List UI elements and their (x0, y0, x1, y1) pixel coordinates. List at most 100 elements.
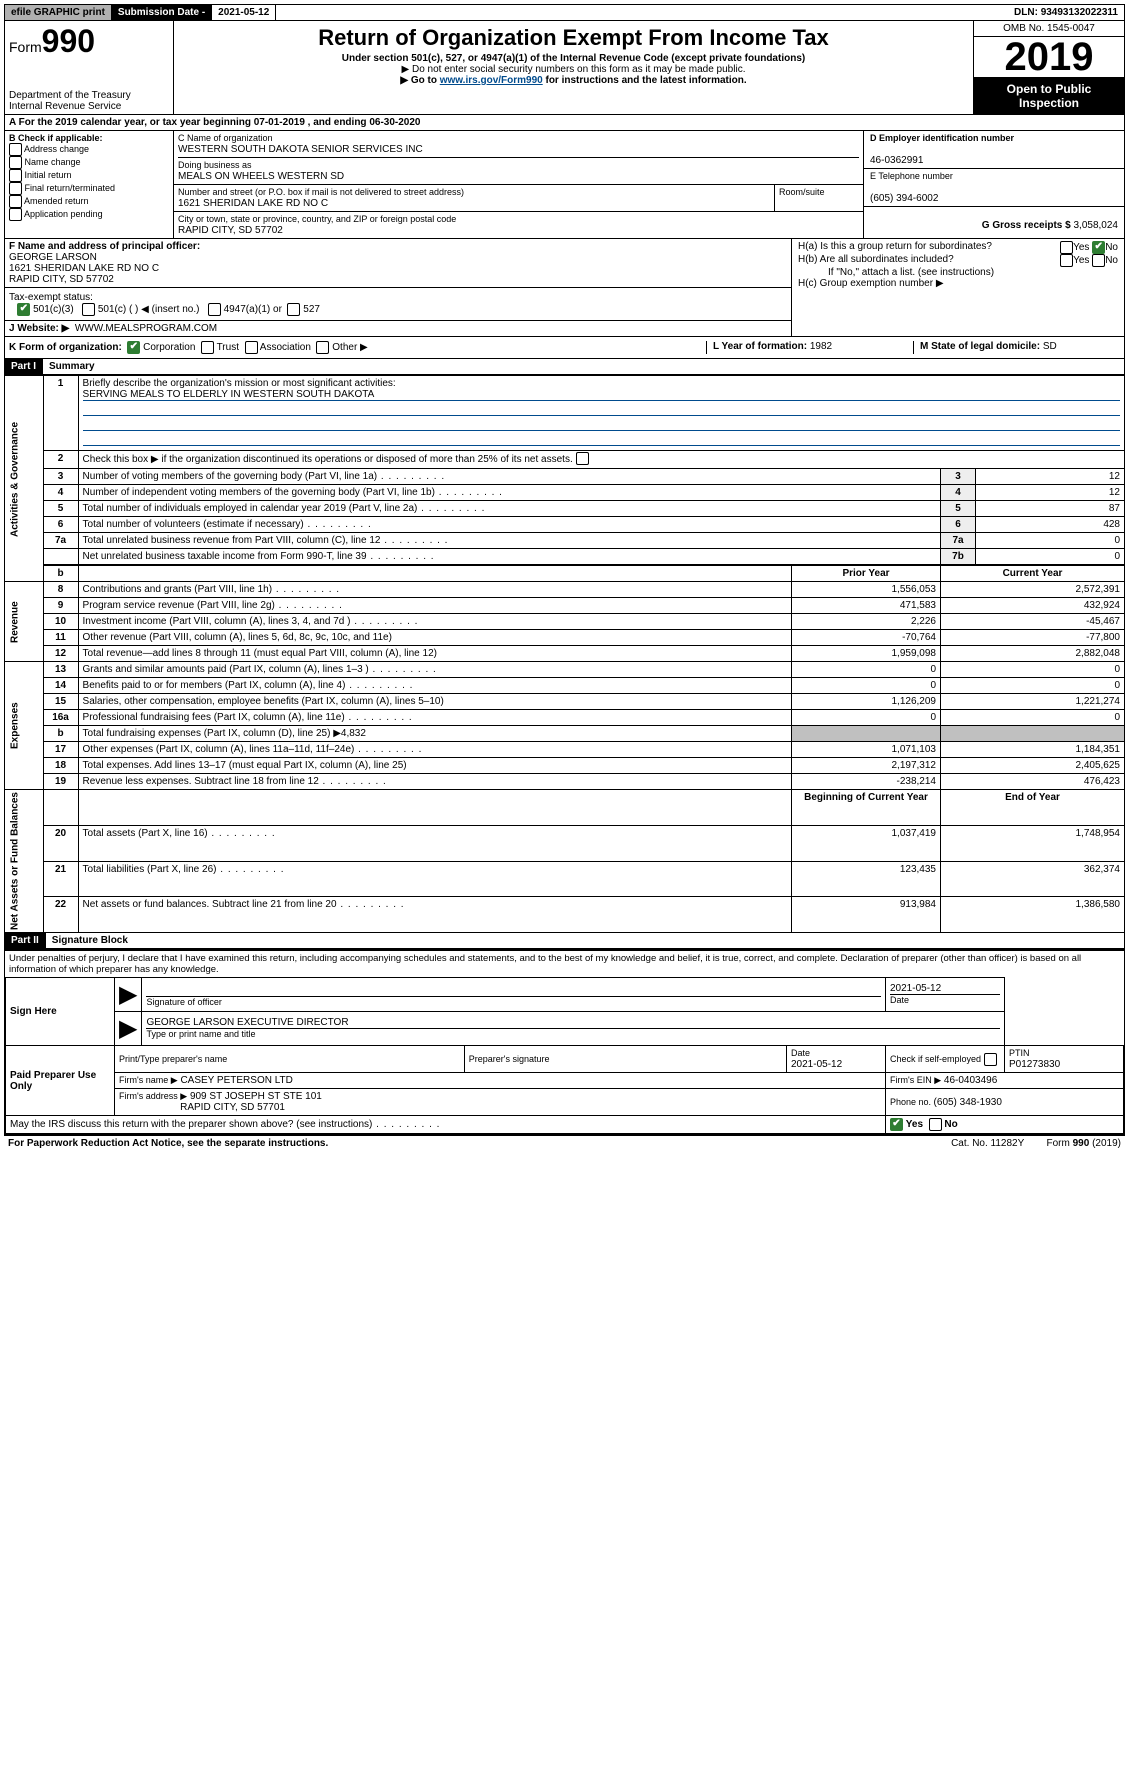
officer-city: RAPID CITY, SD 57702 (9, 274, 114, 285)
state-domicile: SD (1043, 341, 1057, 352)
f-h-block: F Name and address of principal officer:… (4, 239, 1125, 337)
officer-street: 1621 SHERIDAN LAKE RD NO C (9, 263, 159, 274)
part1-header: Part I Summary (4, 359, 1125, 375)
cb-corp[interactable] (127, 341, 140, 354)
mission-text: SERVING MEALS TO ELDERLY IN WESTERN SOUT… (83, 389, 1120, 401)
sign-here-label: Sign Here (6, 978, 115, 1046)
submission-date-label: Submission Date - (112, 5, 212, 20)
row-7a: 7aTotal unrelated business revenue from … (5, 533, 1125, 549)
irs-link[interactable]: www.irs.gov/Form990 (440, 75, 543, 86)
cb-hb-yes[interactable] (1060, 254, 1073, 267)
ein-value: 46-0362991 (870, 155, 923, 166)
org-name: WESTERN SOUTH DAKOTA SENIOR SERVICES INC (178, 144, 423, 155)
cb-hb-no[interactable] (1092, 254, 1105, 267)
side-revenue: Revenue (5, 582, 44, 662)
row-4: 4Number of independent voting members of… (5, 485, 1125, 501)
top-bar: efile GRAPHIC print Submission Date - 20… (4, 4, 1125, 21)
dln: DLN: 93493132022311 (1008, 5, 1124, 20)
efile-label[interactable]: efile GRAPHIC print (5, 5, 112, 20)
footer: For Paperwork Reduction Act Notice, see … (4, 1135, 1125, 1151)
side-net: Net Assets or Fund Balances (5, 790, 44, 933)
row-5: 5Total number of individuals employed in… (5, 501, 1125, 517)
ptin: P01273830 (1009, 1059, 1060, 1070)
col-b-checkboxes: B Check if applicable: Address change Na… (5, 131, 174, 238)
tax-status-label: Tax-exempt status: (9, 292, 93, 303)
city-label: City or town, state or province, country… (178, 214, 456, 224)
officer-name: GEORGE LARSON (9, 252, 97, 263)
firm-name: CASEY PETERSON LTD (180, 1075, 292, 1086)
sig-date: 2021-05-12 (890, 983, 1000, 995)
cb-discuss-yes[interactable] (890, 1118, 903, 1131)
goto-line: ▶ Go to www.irs.gov/Form990 for instruct… (180, 75, 967, 86)
firm-ein: 46-0403496 (944, 1075, 997, 1086)
entity-block: B Check if applicable: Address change Na… (4, 131, 1125, 239)
firm-phone: (605) 348-1930 (934, 1097, 1002, 1108)
phone-value: (605) 394-6002 (870, 193, 938, 204)
cb-application-pending[interactable] (9, 208, 22, 221)
q1: Briefly describe the organization's miss… (83, 378, 396, 389)
officer-printed: GEORGE LARSON EXECUTIVE DIRECTOR (146, 1017, 348, 1028)
footer-left: For Paperwork Reduction Act Notice, see … (8, 1138, 328, 1149)
street-value: 1621 SHERIDAN LAKE RD NO C (178, 198, 328, 209)
line-a-tax-year: A For the 2019 calendar year, or tax yea… (4, 115, 1125, 131)
cb-amended[interactable] (9, 195, 22, 208)
ein-label: D Employer identification number (870, 133, 1014, 143)
cb-4947[interactable] (208, 303, 221, 316)
footer-form: Form 990 (2019) (1047, 1138, 1121, 1149)
row-6: 6Total number of volunteers (estimate if… (5, 517, 1125, 533)
cb-discuss-no[interactable] (929, 1118, 942, 1131)
form-title: Return of Organization Exempt From Incom… (180, 25, 967, 51)
cb-trust[interactable] (201, 341, 214, 354)
cb-self-employed[interactable] (984, 1053, 997, 1066)
open-inspection: Open to Public Inspection (974, 78, 1124, 114)
cb-assoc[interactable] (245, 341, 258, 354)
f-label: F Name and address of principal officer: (9, 241, 200, 252)
submission-date-value: 2021-05-12 (212, 5, 276, 20)
firm-addr1: 909 ST JOSEPH ST STE 101 (190, 1091, 322, 1102)
cb-final-return[interactable] (9, 182, 22, 195)
form-subtitle: Under section 501(c), 527, or 4947(a)(1)… (180, 53, 967, 64)
dba-value: MEALS ON WHEELS WESTERN SD (178, 171, 344, 182)
part1-table: Activities & Governance 1 Briefly descri… (4, 375, 1125, 933)
paid-preparer-label: Paid Preparer Use Only (6, 1046, 115, 1116)
cb-discontinued[interactable] (576, 452, 589, 465)
street-label: Number and street (or P.O. box if mail i… (178, 187, 464, 197)
year-formation: 1982 (810, 341, 832, 352)
dba-label: Doing business as (178, 160, 252, 170)
h-note: If "No," attach a list. (see instruction… (798, 267, 1118, 278)
cb-ha-yes[interactable] (1060, 241, 1073, 254)
room-label: Room/suite (779, 187, 825, 197)
form-header: Form990 Department of the Treasury Inter… (4, 21, 1125, 115)
form-number: Form990 (9, 23, 169, 60)
website-value: WWW.MEALSPROGRAM.COM (75, 323, 217, 334)
side-expenses: Expenses (5, 662, 44, 790)
k-row: K Form of organization: Corporation Trus… (4, 337, 1125, 359)
cb-501c3[interactable] (17, 303, 30, 316)
ssn-warning: ▶ Do not enter social security numbers o… (180, 64, 967, 75)
city-value: RAPID CITY, SD 57702 (178, 225, 283, 236)
perjury-text: Under penalties of perjury, I declare th… (5, 951, 1124, 977)
row-3: 3Number of voting members of the governi… (5, 469, 1125, 485)
cb-501c[interactable] (82, 303, 95, 316)
cb-initial-return[interactable] (9, 169, 22, 182)
label-c-name: C Name of organization (178, 133, 273, 143)
hb-label: H(b) Are all subordinates included? (798, 254, 954, 267)
cb-other[interactable] (316, 341, 329, 354)
firm-addr2: RAPID CITY, SD 57701 (180, 1102, 285, 1113)
cb-address-change[interactable] (9, 143, 22, 156)
cb-name-change[interactable] (9, 156, 22, 169)
cb-ha-no[interactable] (1092, 241, 1105, 254)
dept-treasury: Department of the Treasury Internal Reve… (9, 90, 169, 112)
hc-label: H(c) Group exemption number ▶ (798, 278, 1118, 289)
gross-label: G Gross receipts $ (982, 220, 1074, 231)
ha-label: H(a) Is this a group return for subordin… (798, 241, 992, 254)
phone-label: E Telephone number (870, 171, 953, 181)
website-label: J Website: ▶ (9, 323, 69, 334)
tax-year: 2019 (974, 37, 1124, 78)
side-governance: Activities & Governance (5, 376, 44, 582)
gross-value: 3,058,024 (1074, 220, 1119, 231)
cb-527[interactable] (287, 303, 300, 316)
discuss-question: May the IRS discuss this return with the… (6, 1116, 886, 1134)
signature-block: Under penalties of perjury, I declare th… (4, 949, 1125, 1135)
row-7b: Net unrelated business taxable income fr… (5, 549, 1125, 566)
